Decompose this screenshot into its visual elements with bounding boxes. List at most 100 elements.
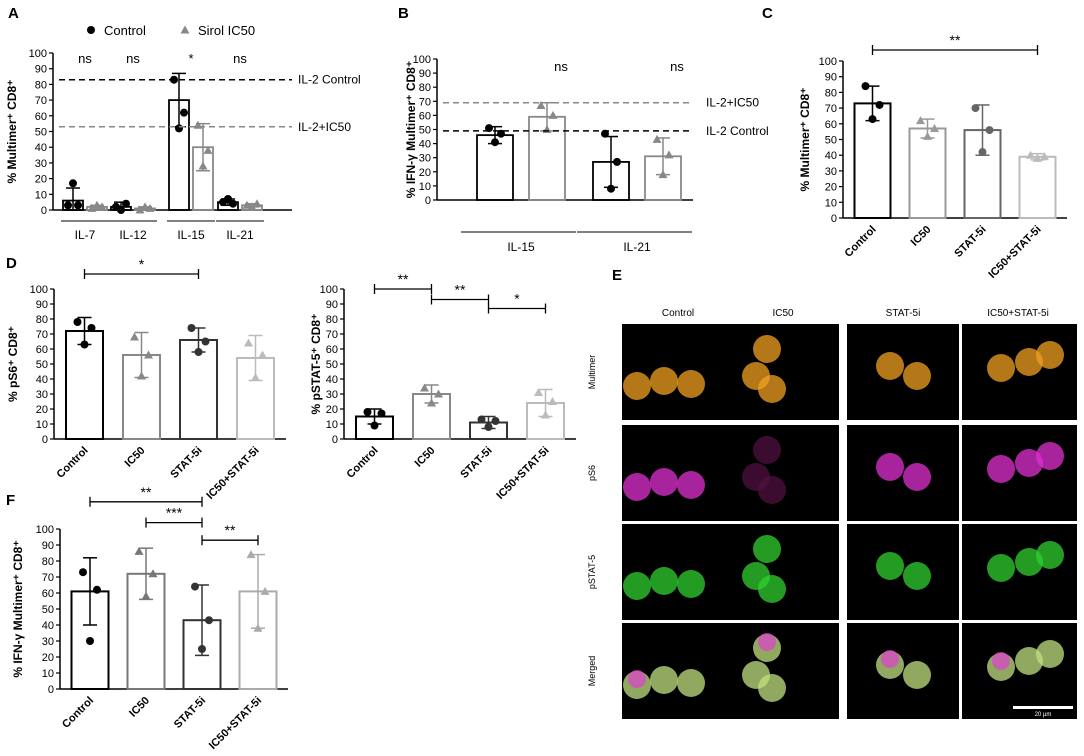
fluorescent-cell: [650, 367, 678, 395]
data-point: [548, 397, 557, 405]
chart-panel-d-pstat5: 0 10 20 30 40 50 60 70 80 90 100 % pSTAT-5⁺ CD8⁺ Con…: [309, 271, 576, 502]
fluorescent-cell-overlay: [758, 633, 776, 651]
data-point: [69, 179, 77, 188]
x-category-label: IC50+STAT-5i: [986, 224, 1043, 281]
data-point: [224, 195, 232, 204]
y-tick-label: 80: [326, 314, 338, 326]
legend-label: Control: [104, 23, 146, 38]
x-category-label: IL-7: [75, 228, 96, 242]
microscopy-image-tile: [622, 324, 734, 420]
y-tick-label: 0: [332, 434, 338, 446]
fluorescent-cell: [987, 455, 1015, 483]
x-category-label: IL-15: [177, 228, 205, 242]
data-point: [64, 201, 72, 210]
data-point: [370, 421, 379, 430]
data-point: [536, 101, 546, 110]
data-point: [97, 202, 107, 211]
legend-marker-sirol: [180, 25, 190, 34]
data-point: [148, 569, 158, 578]
data-point: [87, 324, 96, 332]
y-tick-label: 0: [42, 434, 48, 446]
data-point: [122, 199, 130, 208]
fluorescent-cell: [1036, 442, 1064, 470]
y-tick-label: 60: [42, 588, 54, 600]
data-point: [201, 337, 210, 346]
x-category-label: Control: [344, 445, 380, 481]
y-tick-label: 0: [831, 213, 837, 225]
fluorescent-cell: [623, 572, 651, 600]
fluorescent-cell: [677, 570, 705, 598]
data-point: [130, 332, 139, 341]
data-point: [93, 585, 101, 594]
y-tick-label: 100: [29, 48, 47, 60]
y-tick-label: 30: [42, 636, 54, 648]
data-point: [377, 409, 386, 418]
fluorescent-cell: [1036, 541, 1064, 569]
data-point: [485, 124, 493, 133]
data-point: [491, 417, 500, 425]
data-point: [658, 170, 668, 179]
data-point: [861, 82, 870, 91]
microscopy-column-label: Control: [662, 308, 694, 319]
y-tick-label: 30: [35, 158, 47, 170]
panel-letter-e: E: [612, 267, 622, 284]
y-tick-label: 60: [326, 344, 338, 356]
data-point: [613, 157, 621, 166]
data-point: [191, 582, 199, 591]
data-point: [244, 338, 253, 347]
data-point: [203, 145, 213, 154]
fluorescent-cell: [623, 372, 651, 400]
fluorescent-cell: [1036, 640, 1064, 668]
fluorescent-cell: [1036, 341, 1064, 369]
significance-label: *: [188, 51, 193, 66]
y-tick-label: 80: [36, 314, 48, 326]
y-tick-label: 30: [326, 389, 338, 401]
x-category-label: IC50: [127, 695, 152, 720]
significance-label: ns: [78, 51, 92, 66]
fluorescent-cell: [650, 666, 678, 694]
x-category-label: Control: [842, 224, 878, 260]
data-point: [985, 126, 994, 135]
y-tick-label: 10: [326, 419, 338, 431]
data-point: [117, 206, 125, 214]
fluorescent-cell: [650, 567, 678, 595]
data-point: [484, 423, 493, 431]
y-tick-label: 80: [825, 87, 837, 99]
y-tick-label: 30: [825, 166, 837, 178]
fluorescent-cell: [742, 661, 770, 689]
fluorescent-cell: [677, 669, 705, 697]
x-category-label: IC50: [123, 445, 148, 470]
y-tick-label: 80: [419, 82, 431, 94]
chart-panel-c: 0 10 20 30 40 50 60 70 80 90 100 % Multimer⁺ CD8⁺ Co…: [798, 32, 1067, 281]
y-tick-label: 90: [35, 64, 47, 76]
fluorescent-cell: [677, 471, 705, 499]
significance-label: *: [139, 256, 145, 272]
data-point: [80, 340, 89, 349]
x-category-label: IC50+STAT-5i: [207, 695, 264, 752]
data-point: [145, 203, 155, 212]
fluorescent-cell: [876, 552, 904, 580]
y-tick-label: 20: [326, 404, 338, 416]
microscopy-row-label: Merged: [587, 656, 597, 687]
y-tick-label: 90: [825, 72, 837, 84]
reference-line-label: IL-2+IC50: [298, 120, 351, 134]
y-axis-label: % IFN-γ Multimer⁺ CD8⁺: [404, 61, 418, 198]
y-tick-label: 60: [419, 110, 431, 122]
significance-label: **: [225, 522, 236, 538]
y-tick-label: 70: [36, 329, 48, 341]
data-point: [252, 199, 262, 208]
y-tick-label: 20: [419, 167, 431, 179]
fluorescent-cell-overlay: [881, 650, 899, 668]
x-category-label: Control: [54, 445, 90, 481]
data-point: [875, 100, 884, 109]
y-tick-label: 100: [413, 54, 431, 66]
data-point: [144, 350, 153, 359]
y-tick-label: 70: [35, 95, 47, 107]
bar: [1018, 155, 1057, 220]
data-point: [542, 125, 552, 133]
fluorescent-cell: [753, 436, 781, 464]
x-category-label: STAT-5i: [168, 445, 204, 481]
y-tick-label: 10: [825, 197, 837, 209]
significance-label: *: [514, 291, 520, 307]
data-point: [1026, 150, 1035, 159]
